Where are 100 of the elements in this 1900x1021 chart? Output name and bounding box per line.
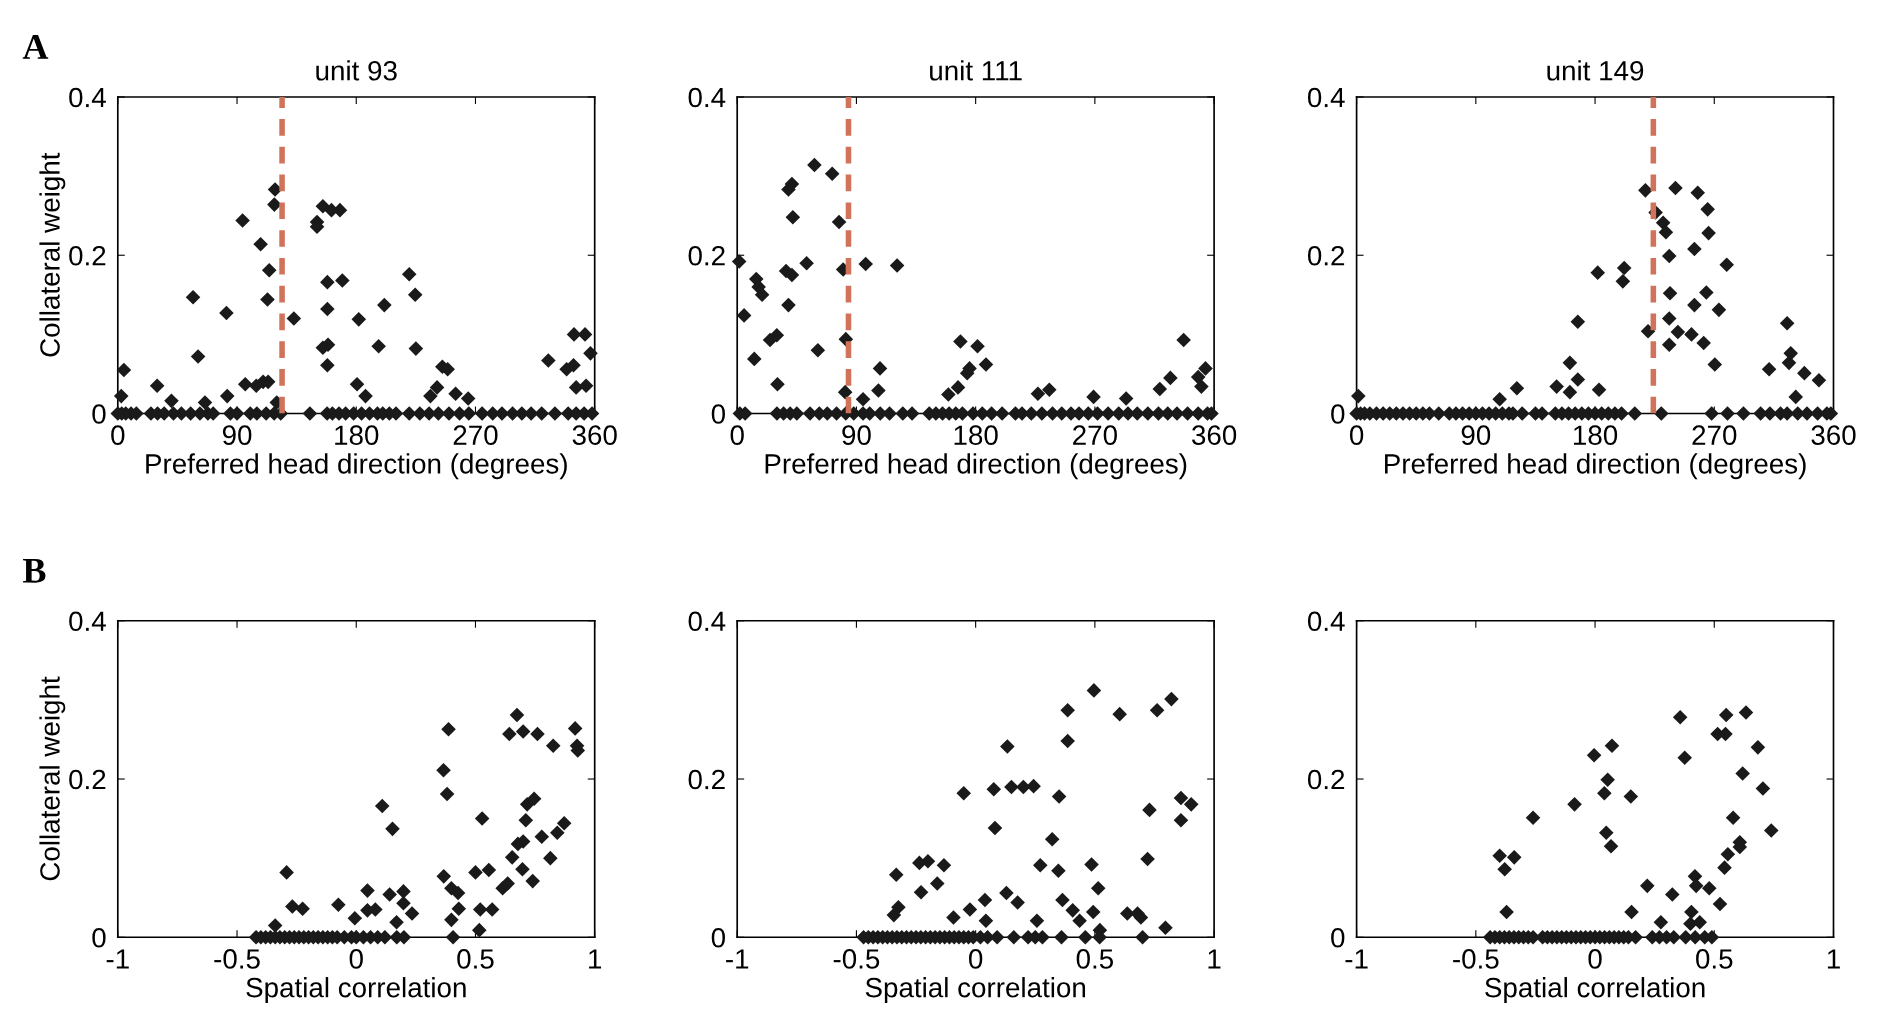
x-tick-label: 0	[111, 425, 125, 446]
point	[886, 907, 902, 923]
x-tick-label: 180	[954, 425, 998, 446]
point	[219, 388, 235, 404]
point	[1065, 903, 1080, 918]
point	[1351, 388, 1366, 404]
x-tick-label: 0	[349, 949, 363, 969]
point	[978, 913, 994, 928]
point	[530, 726, 545, 742]
point	[1761, 361, 1777, 377]
point	[1658, 225, 1674, 240]
point	[331, 897, 346, 913]
point	[286, 311, 302, 326]
point	[320, 274, 335, 290]
point	[484, 902, 500, 917]
point	[583, 346, 598, 361]
point	[1180, 406, 1195, 421]
point	[1163, 370, 1178, 386]
point	[444, 912, 459, 928]
point	[423, 388, 438, 404]
point	[360, 883, 375, 898]
point	[1060, 702, 1075, 718]
point	[1004, 779, 1019, 795]
x-tick-label: 360	[572, 425, 617, 446]
x-tick-label: 1	[1827, 949, 1840, 969]
point	[1492, 391, 1507, 407]
point	[871, 383, 886, 398]
point	[1072, 913, 1087, 928]
point	[1684, 327, 1699, 342]
point	[351, 312, 367, 327]
x-axis-title: Preferred head direction (degrees)	[1385, 453, 1806, 480]
x-tick-label: -0.5	[1453, 949, 1499, 969]
point	[1086, 683, 1102, 698]
point	[1598, 825, 1614, 841]
point	[913, 884, 929, 900]
x-axis-title: Preferred head direction (degrees)	[765, 453, 1187, 480]
point	[1060, 733, 1075, 749]
point	[116, 362, 132, 378]
point	[1567, 797, 1582, 812]
point	[1054, 929, 1069, 945]
point	[261, 263, 277, 278]
point	[445, 929, 461, 945]
point	[190, 349, 206, 364]
point	[1016, 779, 1031, 795]
point	[439, 786, 455, 802]
point	[1797, 365, 1812, 381]
x-tick-label: -1	[106, 949, 129, 969]
point	[474, 811, 490, 826]
point	[736, 308, 752, 323]
point	[837, 384, 853, 400]
point	[799, 255, 814, 271]
point	[431, 406, 446, 421]
point	[978, 357, 994, 372]
x-tick-label: -0.5	[214, 949, 260, 969]
point	[404, 906, 420, 921]
point	[1142, 802, 1157, 818]
point	[1509, 380, 1525, 396]
point	[219, 305, 234, 321]
point	[1712, 896, 1728, 912]
point	[1781, 355, 1797, 371]
point	[429, 380, 445, 395]
point	[1030, 386, 1046, 402]
point	[1640, 323, 1656, 339]
point	[1720, 406, 1735, 421]
point	[408, 341, 424, 356]
point	[577, 327, 593, 342]
point	[1711, 302, 1727, 318]
point	[1690, 185, 1706, 201]
chart-title: unit 111	[930, 60, 1022, 81]
x-tick-label: -0.5	[833, 949, 880, 969]
point	[385, 821, 400, 837]
point	[1788, 389, 1804, 405]
point	[781, 297, 796, 313]
point	[1738, 705, 1754, 720]
y-axis-title: Collateral weight	[39, 676, 66, 881]
point	[1692, 914, 1708, 930]
point	[986, 782, 1002, 797]
point	[1717, 860, 1732, 875]
x-tick-label: -1	[726, 949, 749, 969]
point	[436, 869, 452, 884]
point	[1570, 314, 1586, 329]
point	[1701, 880, 1717, 896]
point	[1032, 857, 1048, 873]
point	[1653, 914, 1669, 930]
point	[1562, 355, 1578, 371]
y-tick-label: 0.2	[1307, 245, 1345, 266]
x-axis-title: Spatial correlation	[246, 977, 466, 1003]
point	[515, 724, 531, 739]
y-tick-label: 0.4	[69, 611, 106, 632]
x-axis-title: Spatial correlation	[1485, 977, 1705, 1003]
point	[962, 902, 978, 917]
point	[831, 214, 847, 230]
point	[472, 902, 488, 917]
point	[1084, 857, 1099, 872]
point	[302, 406, 318, 421]
x-tick-label: 0.5	[1076, 949, 1114, 969]
point	[267, 197, 282, 212]
point	[1687, 241, 1702, 257]
point	[941, 387, 956, 402]
x-tick-label: 270	[453, 425, 498, 446]
